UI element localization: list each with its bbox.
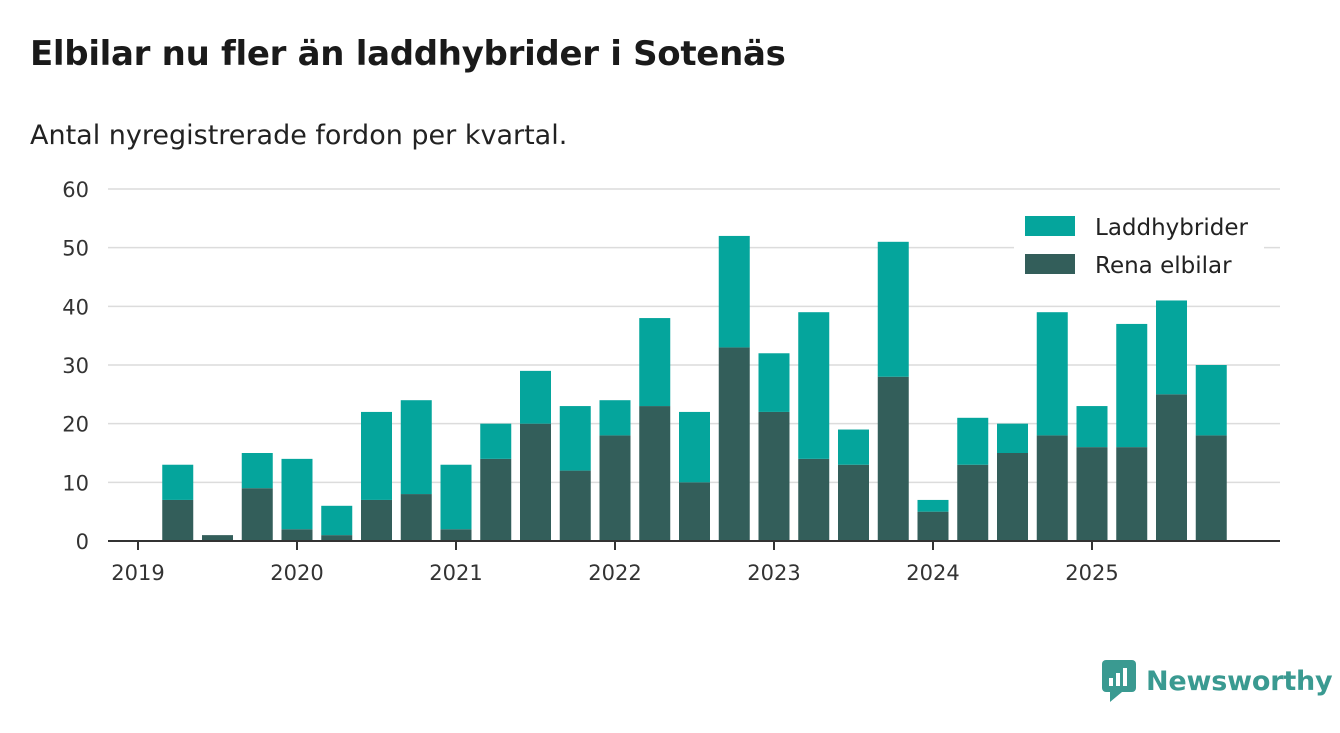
bar-laddhybrider (361, 411, 392, 500)
legend: Laddhybrider Rena elbilar (1014, 206, 1264, 294)
bar-laddhybrider (798, 312, 830, 459)
x-tick-label: 2024 (906, 561, 959, 585)
bar-rena-elbilar (520, 423, 551, 541)
bar-rena-elbilar (679, 482, 710, 541)
bar-rena-elbilar (1195, 435, 1227, 541)
x-tick-label: 2022 (588, 561, 641, 585)
x-tick-label: 2020 (270, 561, 323, 585)
bar-rena-elbilar (997, 453, 1028, 541)
bar-laddhybrider (838, 429, 869, 465)
chart-title: Elbilar nu fler än laddhybrider i Sotenä… (30, 34, 786, 74)
bar-laddhybrider (679, 411, 710, 483)
bar-rena-elbilar (281, 529, 313, 541)
legend-swatch (1025, 216, 1075, 236)
bar-laddhybrider (520, 370, 551, 424)
bar-rena-elbilar (917, 511, 949, 541)
bar-rena-elbilar (957, 464, 989, 541)
bars (162, 235, 1227, 541)
bar-laddhybrider (281, 458, 313, 530)
y-tick-label: 50 (62, 237, 89, 261)
bar-rena-elbilar (599, 435, 631, 541)
bar-rena-elbilar (361, 499, 392, 541)
bar-rena-elbilar (162, 499, 194, 541)
bar-laddhybrider (1116, 323, 1148, 448)
bar-rena-elbilar (639, 406, 671, 541)
bar-rena-elbilar (877, 376, 909, 541)
bar-laddhybrider (718, 235, 750, 348)
y-tick-label: 20 (62, 413, 89, 437)
y-tick-label: 40 (62, 295, 89, 319)
bar-laddhybrider (162, 464, 194, 500)
bar-laddhybrider (440, 464, 472, 530)
brand-name: Newsworthy (1146, 665, 1333, 697)
bar-rena-elbilar (1156, 394, 1187, 541)
bar-laddhybrider (599, 400, 631, 436)
bar-chart-speech-bubble-icon (1102, 660, 1136, 702)
bar-rena-elbilar (241, 488, 273, 541)
y-tick-label: 0 (76, 530, 89, 554)
bar-rena-elbilar (202, 535, 233, 541)
bar-laddhybrider (1036, 312, 1068, 436)
bar-laddhybrider (241, 453, 273, 489)
bar-laddhybrider (321, 505, 353, 536)
y-tick-label: 10 (62, 471, 89, 495)
x-tick-label: 2023 (747, 561, 800, 585)
legend-label: Rena elbilar (1095, 253, 1232, 279)
bar-laddhybrider (400, 400, 432, 495)
bar-laddhybrider (1156, 300, 1187, 395)
bar-laddhybrider (877, 241, 909, 377)
bar-rena-elbilar (1076, 447, 1108, 541)
axes: 0 10 20 30 40 50 60 2019 2020 2021 2022 2023 2024 202… (62, 178, 1280, 585)
x-tick-label: 2021 (429, 561, 482, 585)
bar-laddhybrider (1195, 365, 1227, 436)
chart-subtitle: Antal nyregistrerade fordon per kvartal. (30, 120, 568, 151)
bar-laddhybrider (758, 353, 790, 412)
bar-laddhybrider (917, 499, 949, 512)
bar-rena-elbilar (440, 529, 472, 541)
bar-rena-elbilar (758, 411, 790, 541)
bar-rena-elbilar (798, 458, 830, 541)
y-tick-label: 60 (62, 178, 89, 202)
bar-laddhybrider (639, 318, 671, 407)
legend-swatch (1025, 254, 1075, 274)
bar-laddhybrider (480, 423, 512, 459)
bar-rena-elbilar (718, 347, 750, 541)
bar-rena-elbilar (321, 535, 353, 541)
bar-laddhybrider (559, 406, 591, 471)
newsworthy-logo: Newsworthy (1102, 660, 1333, 702)
legend-label: Laddhybrider (1095, 215, 1248, 241)
x-tick-label: 2025 (1065, 561, 1118, 585)
y-tick-label: 30 (62, 354, 89, 378)
bar-rena-elbilar (1116, 447, 1148, 541)
bar-laddhybrider (1076, 406, 1108, 448)
bar-laddhybrider (957, 417, 989, 465)
bar-rena-elbilar (480, 458, 512, 541)
bar-laddhybrider (997, 423, 1028, 453)
bar-rena-elbilar (400, 494, 432, 541)
bar-rena-elbilar (559, 470, 591, 541)
x-tick-label: 2019 (111, 561, 164, 585)
bar-rena-elbilar (1036, 435, 1068, 541)
bar-rena-elbilar (838, 464, 869, 541)
